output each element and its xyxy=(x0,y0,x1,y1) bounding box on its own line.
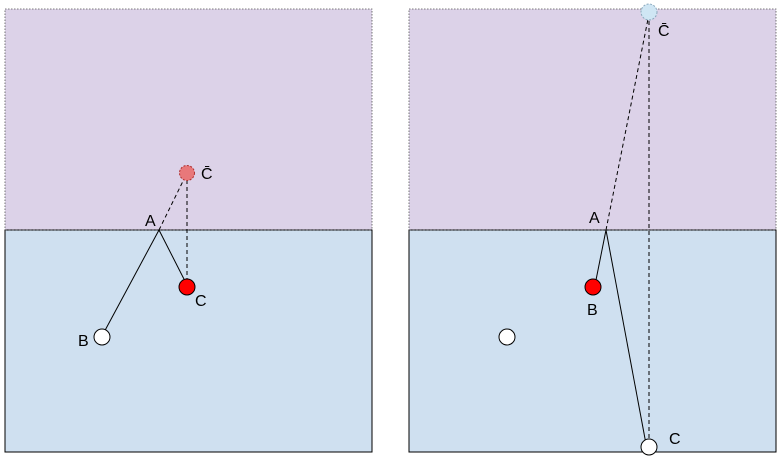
right-label-b: B xyxy=(587,302,598,319)
left-ghost-ball-c-reflected xyxy=(179,165,195,181)
right-lower-region xyxy=(408,229,777,453)
right-ghost-ball-c-reflected xyxy=(640,3,658,21)
left-panel: A B C C̄ xyxy=(4,8,373,453)
left-upper-region xyxy=(4,8,373,231)
right-segment-a-c xyxy=(605,229,647,445)
left-red-ball-c xyxy=(178,278,196,296)
right-upper-region xyxy=(408,8,777,231)
right-white-ball xyxy=(498,328,516,346)
left-dashed-a-creflected xyxy=(158,172,188,231)
left-label-a: A xyxy=(145,213,156,230)
right-label-c-reflected: C̄ xyxy=(658,23,670,40)
left-lower-region xyxy=(4,229,373,453)
left-white-ball-b xyxy=(93,328,111,346)
right-segment-b-a xyxy=(595,229,607,281)
right-red-ball-b xyxy=(584,278,602,296)
right-white-ball-c xyxy=(640,438,658,456)
right-label-c: C xyxy=(669,431,681,448)
left-segment-b-a xyxy=(101,229,160,337)
left-label-c-reflected: C̄ xyxy=(201,166,213,183)
right-panel: A B C C̄ xyxy=(408,3,777,456)
right-label-a: A xyxy=(589,210,600,227)
left-label-c: C xyxy=(195,293,207,310)
left-segment-a-c xyxy=(158,229,188,286)
right-dashed-a-creflected xyxy=(605,13,650,231)
left-label-b: B xyxy=(78,333,89,350)
